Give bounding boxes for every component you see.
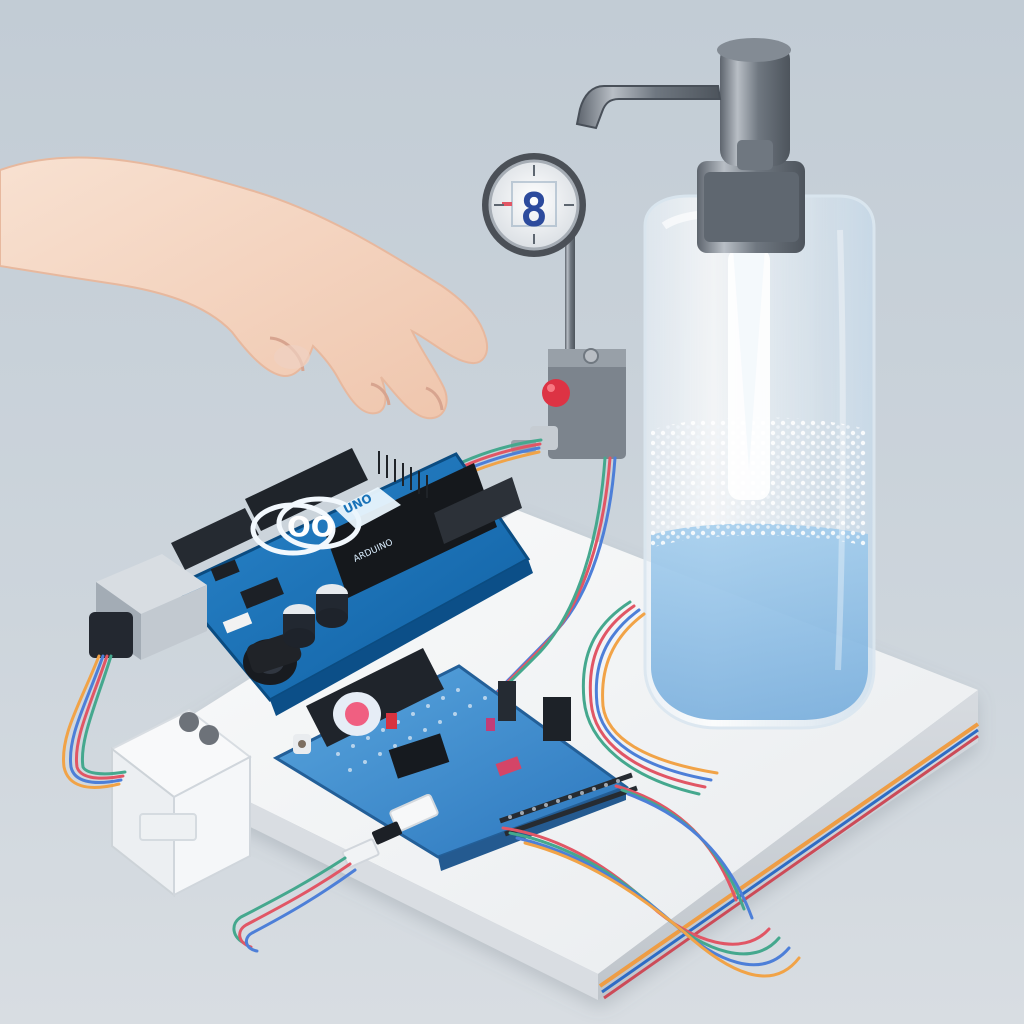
red-button-icon xyxy=(542,379,570,407)
power-jack xyxy=(243,632,302,685)
liquid xyxy=(651,523,868,720)
soap-bottle xyxy=(643,194,876,730)
pin-tops xyxy=(508,779,620,819)
white-connector-module xyxy=(110,708,252,898)
sensor-box xyxy=(511,348,626,459)
wires-back xyxy=(432,438,719,796)
capacitors xyxy=(283,584,348,648)
gauge-stem xyxy=(565,228,575,376)
arduino-board: OO UNO ARDUINO xyxy=(89,448,533,716)
hand xyxy=(0,156,488,420)
sensor-shield-board xyxy=(272,648,638,871)
board-logo-text: OO xyxy=(287,510,335,543)
gauge-assembly: 8 xyxy=(482,153,586,376)
wires-front xyxy=(61,654,801,978)
gauge-display-value: 8 xyxy=(520,183,548,237)
small-white-connector xyxy=(341,793,439,869)
pump-head xyxy=(575,38,805,253)
usb-port xyxy=(89,554,207,660)
header-pins-top xyxy=(378,451,428,498)
